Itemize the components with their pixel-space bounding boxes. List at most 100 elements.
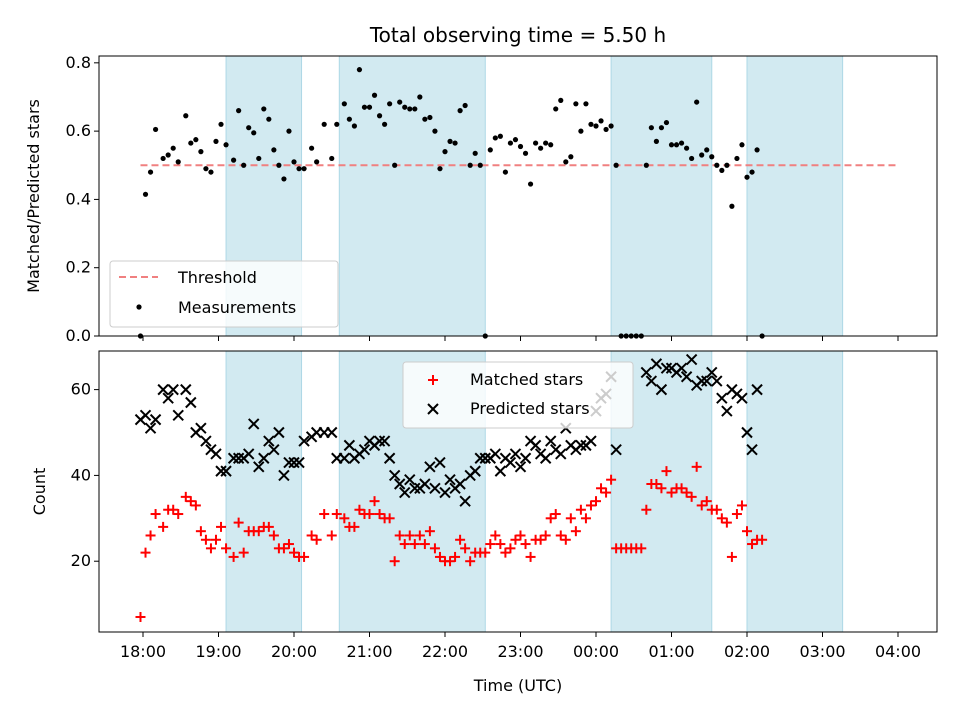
measurement-point bbox=[694, 99, 700, 105]
predicted-point bbox=[399, 486, 411, 499]
predicted-point bbox=[736, 392, 748, 404]
matched-point bbox=[216, 521, 227, 532]
legend-threshold-label: Threshold bbox=[177, 268, 257, 287]
measurement-point bbox=[382, 121, 388, 127]
matched-point bbox=[485, 539, 496, 550]
measurement-point bbox=[477, 162, 483, 168]
matched-point bbox=[195, 526, 206, 537]
predicted-point bbox=[283, 456, 295, 469]
y-tick-label: 0.8 bbox=[66, 53, 91, 72]
measurement-point bbox=[603, 126, 609, 133]
measurement-point bbox=[492, 135, 498, 141]
matched-point bbox=[676, 483, 687, 494]
matched-point bbox=[434, 551, 445, 562]
matched-point bbox=[190, 500, 201, 511]
matched-point bbox=[354, 504, 365, 515]
matched-point bbox=[711, 504, 722, 515]
predicted-point bbox=[474, 452, 486, 464]
measurement-point bbox=[291, 159, 297, 165]
measurement-point bbox=[452, 140, 458, 146]
x-tick-label: 20:00 bbox=[271, 642, 317, 661]
matched-point bbox=[289, 547, 299, 558]
matched-point bbox=[414, 530, 425, 541]
matched-point bbox=[591, 496, 601, 507]
measurement-point bbox=[218, 121, 224, 127]
measurement-point bbox=[613, 162, 619, 168]
predicted-point bbox=[444, 473, 456, 486]
measurement-point bbox=[568, 154, 574, 160]
measurement-point bbox=[351, 123, 357, 129]
y-axis-label: Matched/Predicted stars bbox=[24, 99, 43, 293]
matched-point bbox=[404, 530, 415, 541]
legend-predicted-label: Predicted stars bbox=[470, 399, 590, 418]
predicted-point bbox=[514, 461, 527, 473]
predicted-point bbox=[162, 392, 174, 404]
measurement-point bbox=[437, 166, 443, 172]
matched-point bbox=[429, 543, 440, 554]
legend: Matched stars Predicted stars bbox=[402, 361, 634, 429]
matched-point bbox=[701, 496, 712, 507]
measurement-point bbox=[668, 142, 675, 148]
matched-point bbox=[726, 551, 737, 562]
predicted-point bbox=[675, 362, 688, 374]
measurement-point bbox=[321, 121, 327, 127]
matched-point bbox=[651, 478, 662, 489]
matched-point bbox=[228, 551, 239, 562]
count-panel: 20 40 60 18:00 19:00 20:00 21:00 22:00 23:00 00:0… bbox=[30, 350, 938, 661]
predicted-point bbox=[157, 383, 169, 396]
predicted-point bbox=[180, 383, 192, 396]
shaded-interval bbox=[225, 350, 303, 633]
shaded-interval bbox=[338, 55, 486, 337]
predicted-point bbox=[695, 375, 708, 387]
predicted-point bbox=[404, 473, 416, 486]
measurement-point bbox=[538, 145, 544, 151]
measurement-point bbox=[417, 94, 423, 100]
matched-point bbox=[585, 500, 596, 511]
predicted-point bbox=[144, 422, 157, 434]
measurement-point bbox=[724, 162, 730, 168]
matched-point bbox=[721, 517, 732, 528]
x-tick-label: 21:00 bbox=[346, 642, 392, 661]
matched-point bbox=[540, 530, 551, 541]
matched-point bbox=[233, 517, 244, 528]
matched-point bbox=[510, 534, 521, 545]
y-tick-label: 0.4 bbox=[66, 189, 91, 208]
measurement-point bbox=[533, 140, 539, 146]
x-tick-label: 18:00 bbox=[120, 642, 166, 661]
measurement-point bbox=[583, 101, 589, 107]
predicted-point bbox=[326, 426, 338, 439]
matched-point bbox=[369, 496, 380, 507]
matched-point bbox=[550, 509, 561, 520]
measurement-point bbox=[462, 102, 468, 109]
matched-point bbox=[349, 521, 360, 532]
predicted-point bbox=[529, 439, 542, 452]
predicted-point bbox=[454, 478, 466, 490]
predicted-point bbox=[149, 413, 162, 426]
measurement-point bbox=[658, 125, 665, 131]
matched-point bbox=[283, 539, 294, 550]
measurement-point bbox=[271, 147, 277, 153]
predicted-point bbox=[645, 375, 658, 387]
predicted-point bbox=[555, 448, 567, 460]
axis-frame bbox=[98, 55, 938, 337]
predicted-point bbox=[373, 435, 386, 447]
predicted-point bbox=[494, 465, 507, 477]
matched-point bbox=[140, 547, 151, 558]
measurement-point bbox=[472, 150, 478, 156]
predicted-point bbox=[660, 362, 673, 374]
matched-point bbox=[253, 526, 264, 537]
predicted-point bbox=[378, 435, 391, 447]
measurement-point bbox=[286, 128, 292, 134]
matched-point bbox=[384, 513, 395, 524]
measurement-point bbox=[573, 101, 579, 107]
predicted-point bbox=[429, 482, 441, 494]
legend: Threshold Measurements bbox=[109, 260, 339, 328]
predicted-point bbox=[504, 456, 517, 469]
measurement-point bbox=[397, 99, 403, 105]
matched-point bbox=[731, 509, 742, 520]
matched-point bbox=[742, 526, 752, 537]
matched-point bbox=[409, 539, 420, 550]
ratio-panel: 0.0 0.2 0.4 0.6 0.8 Matched/Predicted stars Th… bbox=[24, 53, 938, 345]
measurement-point bbox=[356, 67, 363, 73]
